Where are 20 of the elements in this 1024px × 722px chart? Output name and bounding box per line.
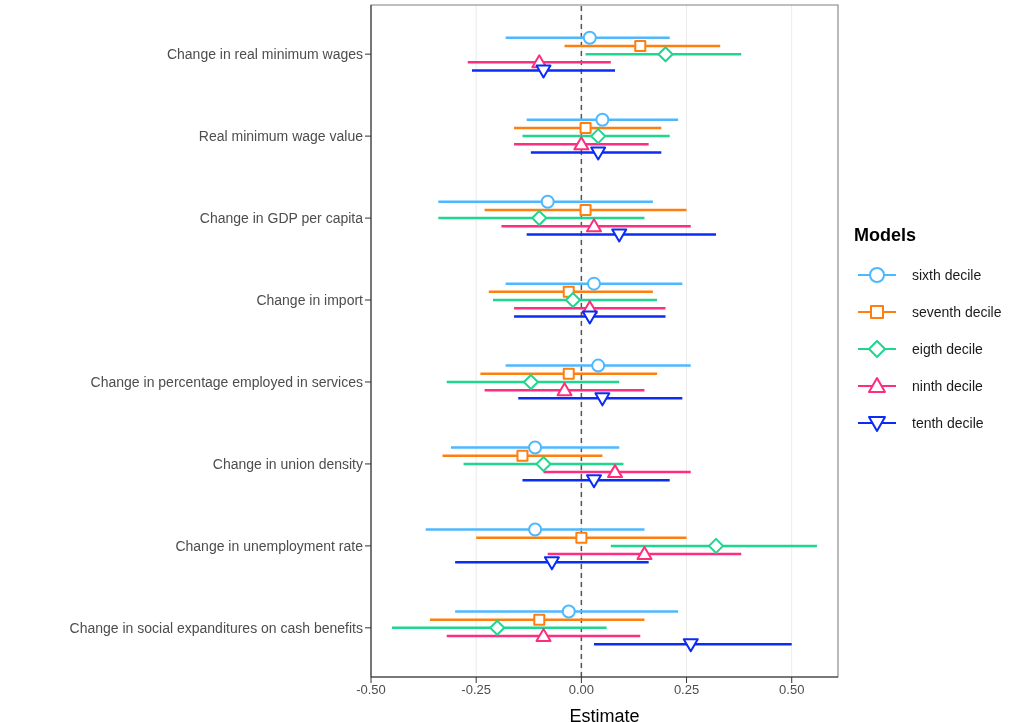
- x-tick-label: -0.50: [356, 682, 386, 698]
- legend-label: tenth decile: [912, 414, 984, 431]
- x-tick-label: -0.25: [461, 682, 491, 698]
- legend-title: Models: [854, 225, 917, 246]
- y-tick-label: Real minimum wage value: [198, 128, 364, 145]
- y-tick-label: Change in social expanditures on cash benefits: [69, 619, 363, 636]
- y-tick-label: Change in real minimum wages: [166, 46, 363, 63]
- y-tick-label: Change in union density: [212, 455, 363, 472]
- y-tick-label: Change in percentage employed in services: [90, 373, 363, 390]
- x-axis-title: Estimate: [569, 706, 640, 722]
- y-tick-label: Change in GDP per capita: [199, 210, 364, 227]
- y-tick-label: Change in import: [256, 291, 364, 308]
- x-tick-label: 0.00: [568, 682, 595, 698]
- x-tick-label: 0.50: [779, 682, 805, 698]
- legend-label: eigth decile: [912, 340, 983, 357]
- y-tick-label: Change in unemployment rate: [175, 537, 364, 554]
- legend-label: seventh decile: [912, 303, 1002, 320]
- x-tick-label: 0.25: [673, 682, 700, 698]
- legend-label: ninth decile: [912, 377, 983, 394]
- legend-label: sixth decile: [912, 266, 982, 283]
